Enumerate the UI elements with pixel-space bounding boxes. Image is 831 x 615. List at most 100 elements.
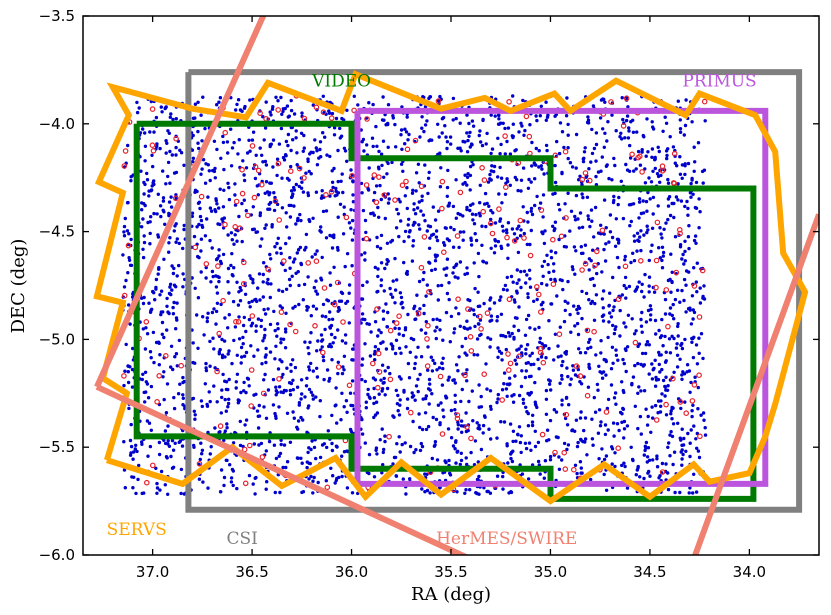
data-point (232, 266, 236, 270)
data-point-highlight (296, 165, 303, 172)
data-point (199, 237, 204, 241)
data-point (447, 281, 451, 285)
data-point (171, 448, 176, 452)
data-point (169, 292, 173, 297)
data-point (639, 324, 644, 328)
hermes-swire-label: HerMES/SWIRE (436, 529, 577, 549)
data-point (678, 436, 682, 440)
data-point (697, 336, 701, 340)
data-point (272, 309, 276, 314)
data-point (363, 379, 367, 384)
data-point (155, 212, 159, 216)
data-point (502, 382, 506, 386)
data-point (511, 429, 516, 433)
data-point (618, 308, 622, 313)
data-point (496, 397, 500, 401)
data-point (541, 215, 545, 219)
data-point (603, 131, 607, 135)
data-point (191, 133, 195, 138)
data-point (340, 172, 344, 176)
data-point (190, 211, 195, 215)
data-point (501, 334, 505, 338)
data-point (227, 313, 231, 317)
data-point (590, 437, 595, 441)
data-point (646, 150, 650, 154)
data-point (545, 115, 550, 119)
data-point (403, 142, 407, 146)
data-point (683, 123, 688, 128)
data-point (328, 233, 332, 238)
data-point (312, 475, 316, 480)
data-point (374, 446, 379, 450)
hermes-swire-boundary-line (94, 16, 267, 389)
data-point-highlight (539, 431, 546, 438)
data-point (204, 265, 208, 270)
data-point-highlight (673, 269, 680, 276)
data-point (328, 326, 332, 330)
data-point (347, 291, 351, 295)
data-point-highlight (252, 164, 259, 170)
data-point (547, 438, 551, 442)
data-point (252, 354, 256, 358)
data-point (650, 147, 655, 151)
data-point (500, 388, 505, 392)
data-point (143, 144, 148, 148)
data-point (430, 233, 434, 237)
data-point (667, 337, 672, 341)
data-point-highlight (489, 230, 496, 237)
data-point (203, 126, 207, 131)
data-point (126, 143, 130, 148)
data-point (580, 316, 584, 321)
data-point (570, 265, 575, 269)
data-point (338, 202, 343, 206)
data-point (212, 384, 216, 388)
data-point (676, 324, 680, 329)
data-point (285, 366, 289, 370)
data-point (169, 344, 174, 348)
data-point (205, 316, 209, 320)
data-point (489, 217, 493, 222)
data-point (672, 317, 676, 321)
data-point (140, 440, 144, 444)
data-point (480, 243, 484, 247)
data-point (349, 208, 353, 212)
data-point (545, 148, 549, 153)
data-point (196, 346, 200, 350)
data-point (441, 366, 445, 371)
data-point (454, 116, 458, 121)
data-point (560, 403, 564, 407)
data-point (288, 393, 293, 397)
data-point (336, 328, 340, 332)
data-point (600, 270, 604, 274)
data-point (290, 274, 294, 278)
data-point (596, 388, 600, 392)
data-point (682, 298, 686, 303)
data-point (496, 136, 500, 140)
data-point (660, 266, 665, 270)
data-point (526, 292, 530, 296)
data-point (281, 109, 285, 114)
data-point (678, 357, 682, 361)
data-point (143, 400, 147, 404)
data-point (403, 194, 407, 198)
data-point (339, 418, 343, 422)
data-point (381, 317, 386, 321)
data-point (612, 396, 617, 400)
data-point (604, 454, 609, 458)
data-point (318, 147, 322, 152)
data-point (274, 393, 278, 397)
data-point (465, 175, 470, 179)
data-point (341, 190, 345, 195)
data-point (304, 171, 308, 175)
data-point (645, 224, 649, 228)
data-point-highlight (235, 318, 242, 325)
data-point (477, 474, 481, 479)
data-point (611, 308, 615, 313)
data-point (199, 270, 203, 274)
data-point (407, 132, 411, 137)
data-point (552, 408, 556, 412)
data-point (645, 209, 649, 213)
data-point (521, 166, 526, 170)
data-point (463, 180, 467, 185)
data-point (594, 293, 599, 297)
